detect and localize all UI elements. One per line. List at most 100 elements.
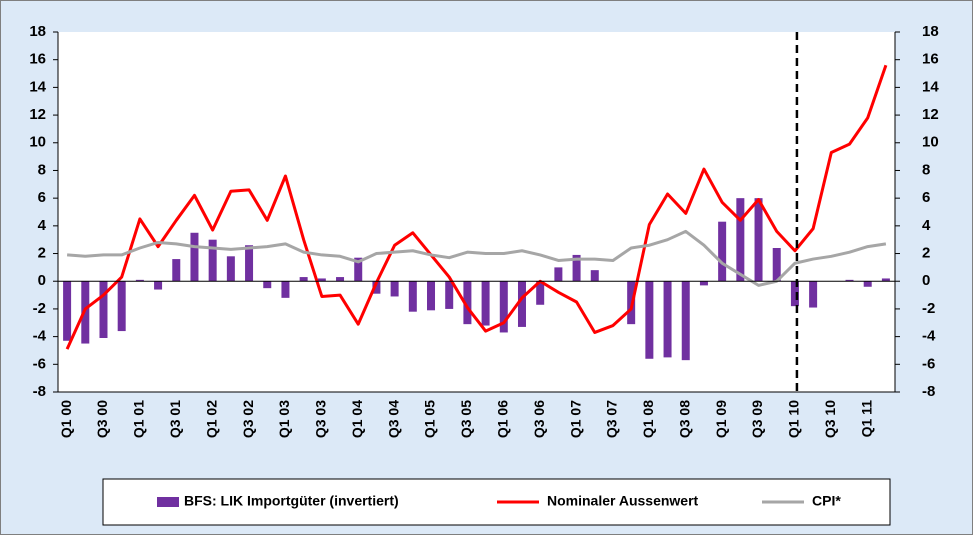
x-tick-label: Q1 01: [131, 400, 147, 438]
bar: [99, 281, 108, 338]
bar: [372, 281, 381, 294]
x-tick-label: Q1 08: [640, 400, 656, 438]
y-tick-label: 10: [29, 134, 46, 151]
x-tick-label: Q1 09: [713, 400, 729, 438]
bar: [408, 281, 417, 312]
x-tick-label: Q3 08: [676, 400, 692, 438]
bar: [63, 281, 72, 341]
x-tick-label: Q1 07: [567, 400, 583, 438]
x-tick-label: Q1 00: [58, 400, 74, 438]
bar: [445, 281, 454, 309]
bar: [663, 281, 672, 358]
y-tick-label: 8: [38, 161, 46, 178]
x-tick-label: Q3 00: [94, 400, 110, 438]
x-tick-label: Q3 02: [240, 400, 256, 438]
bar: [863, 281, 872, 287]
bar: [208, 239, 217, 282]
bar: [845, 279, 854, 282]
bar: [390, 281, 399, 297]
x-tick-label: Q1 04: [349, 400, 365, 438]
y-tick-label: -2: [33, 300, 46, 317]
bar: [645, 281, 654, 359]
y-tick-label: 6: [38, 189, 46, 206]
x-tick-label: Q3 10: [822, 400, 838, 438]
bar: [772, 248, 781, 282]
y-tick-label: 4: [38, 217, 47, 234]
bar: [681, 281, 690, 361]
y-tick-label: 2: [38, 245, 46, 262]
legend-label: BFS: LIK Importgüter (invertiert): [184, 493, 399, 509]
line-series: [66, 229, 887, 287]
y2-tick-label: 12: [922, 106, 939, 123]
bar: [299, 277, 308, 282]
legend-label: Nominaler Aussenwert: [547, 493, 699, 509]
y-tick-label: -6: [33, 355, 46, 372]
bar: [245, 245, 254, 282]
bar: [517, 281, 526, 327]
y2-tick-label: 16: [922, 51, 939, 68]
y2-tick-label: 6: [922, 189, 930, 206]
y2-tick-label: 2: [922, 245, 930, 262]
y-tick-label: 0: [38, 272, 46, 289]
y-tick-label: 18: [29, 23, 46, 40]
bar: [536, 281, 545, 305]
bar: [190, 232, 199, 282]
y-tick-label: -4: [33, 328, 47, 345]
bar: [736, 198, 745, 282]
bar: [226, 256, 235, 282]
x-tick-label: Q1 06: [494, 400, 510, 438]
bar: [263, 281, 272, 289]
y-tick-label: 12: [29, 106, 46, 123]
x-tick-label: Q3 05: [458, 400, 474, 438]
x-tick-label: Q1 03: [276, 400, 292, 438]
x-tick-label: Q3 09: [749, 400, 765, 438]
line-series: [65, 64, 888, 350]
y-tick-label: 16: [29, 51, 46, 68]
bar: [881, 278, 890, 282]
bar: [572, 254, 581, 282]
bar: [172, 259, 181, 282]
bar: [354, 257, 363, 282]
bar: [790, 281, 799, 307]
y2-tick-label: 4: [922, 217, 931, 234]
bar: [135, 279, 144, 282]
y2-tick-label: 0: [922, 272, 930, 289]
y2-tick-label: -4: [922, 328, 936, 345]
x-tick-label: Q3 01: [167, 400, 183, 438]
y2-tick-label: -8: [922, 383, 935, 400]
bar: [718, 221, 727, 282]
bar: [499, 281, 508, 333]
bar: [554, 267, 563, 282]
bar: [281, 281, 290, 298]
x-tick-label: Q1 05: [422, 400, 438, 438]
bar: [463, 281, 472, 325]
y2-tick-label: 18: [922, 23, 939, 40]
legend-box: [102, 478, 891, 526]
y2-tick-label: 14: [922, 78, 939, 95]
y-tick-label: -8: [33, 383, 46, 400]
legend-swatch: [157, 497, 179, 507]
y2-tick-label: 10: [922, 134, 939, 151]
x-tick-label: Q1 02: [203, 400, 219, 438]
bar: [336, 277, 345, 282]
bar: [117, 281, 126, 332]
bar: [754, 198, 763, 282]
bar: [590, 270, 599, 282]
bar: [809, 281, 818, 308]
y2-tick-label: -6: [922, 355, 935, 372]
x-tick-label: Q3 04: [385, 400, 401, 438]
y-tick-label: 14: [29, 78, 46, 95]
x-tick-label: Q3 06: [531, 400, 547, 438]
bar: [317, 278, 326, 282]
bar: [481, 281, 490, 326]
x-tick-label: Q1 11: [858, 400, 874, 438]
y2-tick-label: -2: [922, 300, 935, 317]
bar: [699, 281, 708, 286]
legend-label: CPI*: [812, 493, 841, 509]
x-tick-label: Q3 03: [313, 400, 329, 438]
x-tick-label: Q1 10: [786, 400, 802, 438]
bar: [427, 281, 436, 311]
bar: [154, 281, 163, 290]
x-tick-label: Q3 07: [604, 400, 620, 438]
